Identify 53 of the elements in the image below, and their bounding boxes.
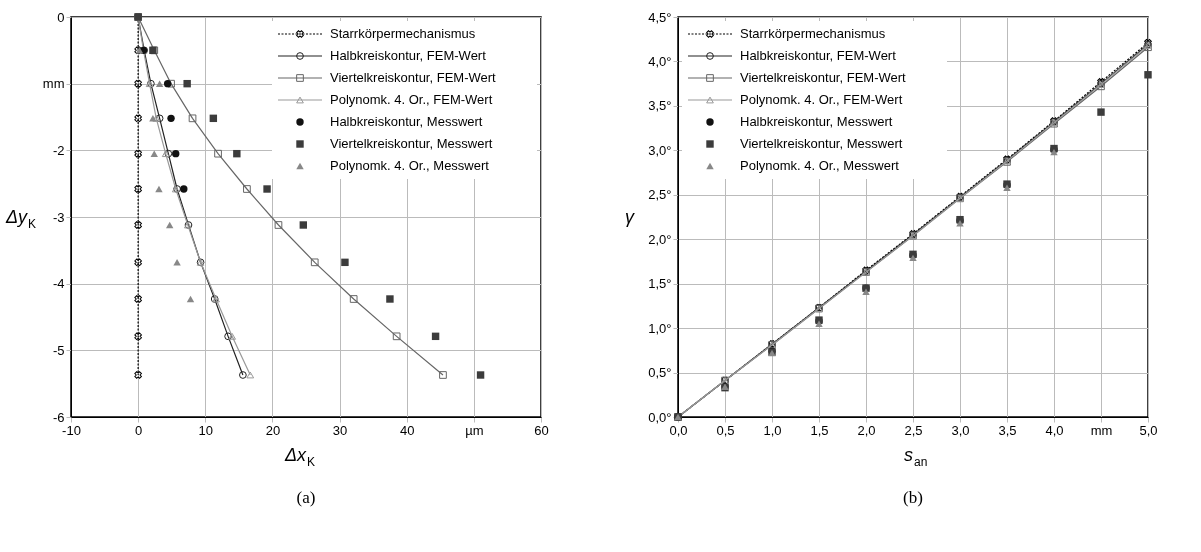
legend-label: Halbkreiskontur, Messwert bbox=[330, 114, 483, 129]
legend-label: Viertelkreiskontur, Messwert bbox=[330, 136, 493, 151]
x-tick-label: 2,0 bbox=[857, 422, 876, 438]
x-tick-label: 1,5 bbox=[810, 422, 829, 438]
legend-label: Polynomk. 4. Or., FEM-Wert bbox=[330, 92, 493, 107]
legend-label: Viertelkreiskontur, FEM-Wert bbox=[330, 70, 497, 85]
y-tick-label: -6 bbox=[52, 409, 65, 425]
x-tick-label: µm bbox=[465, 422, 484, 438]
text: (b) bbox=[903, 488, 923, 507]
y-tick-label: 1,5° bbox=[648, 276, 672, 292]
y-tick-label: -5 bbox=[52, 342, 65, 358]
legend-label: Viertelkreiskontur, FEM-Wert bbox=[740, 70, 907, 85]
x-tick-label: 10 bbox=[198, 422, 214, 438]
legend-label: Halbkreiskontur, FEM-Wert bbox=[330, 48, 487, 63]
y-axis-title: γ bbox=[625, 207, 635, 227]
y-tick-label: -3 bbox=[52, 209, 65, 225]
x-tick-label: 3,0 bbox=[951, 422, 970, 438]
y-tick-label: 2,0° bbox=[648, 231, 672, 247]
legend-label: Starrkörpermechanismus bbox=[740, 26, 886, 41]
legend-label: Halbkreiskontur, Messwert bbox=[740, 114, 893, 129]
x-tick-label: 20 bbox=[265, 422, 281, 438]
x-tick-label: 0 bbox=[135, 422, 143, 438]
x-tick-label: 60 bbox=[534, 422, 549, 438]
legend-label: Starrkörpermechanismus bbox=[330, 26, 476, 41]
y-tick-label: 0,0° bbox=[648, 409, 672, 425]
x-tick-label: mm bbox=[1090, 422, 1113, 438]
x-tick-label: -10 bbox=[62, 422, 81, 438]
y-tick-label: 3,0° bbox=[648, 142, 672, 158]
x-tick-label: 30 bbox=[332, 422, 348, 438]
legend-label: Polynomk. 4. Or., Messwert bbox=[740, 158, 900, 173]
y-tick-label: 0,5° bbox=[648, 365, 672, 381]
x-tick-label: 0,5 bbox=[716, 422, 735, 438]
x-tick-label: 0,0 bbox=[669, 422, 688, 438]
y-tick-label: 1,0° bbox=[648, 320, 672, 336]
legend-label: Viertelkreiskontur, Messwert bbox=[740, 136, 903, 151]
x-tick-label: 5,0 bbox=[1139, 422, 1158, 438]
y-tick-label: -4 bbox=[52, 276, 65, 292]
y-tick-label: 3,5° bbox=[648, 98, 672, 114]
legend-label: Polynomk. 4. Or., Messwert bbox=[330, 158, 490, 173]
text: (a) bbox=[296, 488, 316, 507]
y-tick-label: -2 bbox=[52, 142, 65, 158]
x-tick-label: 3,5 bbox=[998, 422, 1017, 438]
x-tick-label: 1,0 bbox=[763, 422, 782, 438]
y-tick-label: 0 bbox=[57, 9, 65, 25]
y-tick-label: 4,5° bbox=[648, 9, 672, 25]
legend-label: Polynomk. 4. Or., FEM-Wert bbox=[740, 92, 903, 107]
x-tick-label: 2,5 bbox=[904, 422, 923, 438]
x-tick-label: 40 bbox=[399, 422, 415, 438]
x-tick-label: 4,0 bbox=[1045, 422, 1064, 438]
y-tick-label: 4,0° bbox=[648, 53, 672, 69]
y-tick-label: mm bbox=[42, 76, 65, 92]
legend-label: Halbkreiskontur, FEM-Wert bbox=[740, 48, 897, 63]
y-tick-label: 2,5° bbox=[648, 187, 672, 203]
